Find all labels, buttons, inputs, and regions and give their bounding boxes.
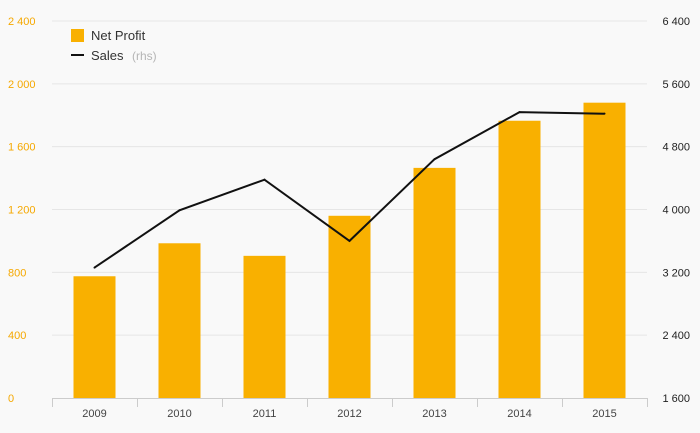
x-tick-label: 2015 [592, 408, 616, 420]
point-sales-2010 [178, 209, 181, 212]
y-left-tick-label: 1 600 [8, 142, 36, 154]
left-y-axis: 0 400 800 1 200 1 600 2 000 2 400 [8, 16, 36, 405]
legend: Net Profit Sales (rhs) [71, 28, 157, 64]
y-right-tick-label: 4 800 [662, 142, 690, 154]
legend-label-sales-name: Sales [91, 48, 124, 63]
y-left-tick-label: 1 200 [8, 205, 36, 217]
y-right-tick-label: 4 000 [662, 205, 690, 217]
x-tick-label: 2010 [167, 408, 191, 420]
point-sales-2011 [263, 178, 266, 181]
y-right-tick-label: 5 600 [662, 79, 690, 91]
x-tick-label: 2013 [422, 408, 446, 420]
x-tick-label: 2012 [337, 408, 361, 420]
point-sales-2014 [518, 111, 521, 114]
y-left-tick-label: 0 [8, 393, 14, 405]
x-tick-label: 2009 [82, 408, 106, 420]
y-left-tick-label: 2 400 [8, 16, 36, 28]
y-right-tick-label: 1 600 [662, 393, 690, 405]
bar-net-profit-2010 [158, 243, 201, 398]
point-sales-2009 [93, 266, 96, 269]
y-left-tick-label: 400 [8, 330, 26, 342]
y-right-tick-label: 6 400 [662, 16, 690, 28]
sales-line [93, 111, 606, 269]
point-sales-2012 [348, 239, 351, 242]
y-right-tick-label: 2 400 [662, 330, 690, 342]
legend-label-sales: Sales (rhs) [91, 47, 157, 64]
y-right-tick-label: 3 200 [662, 267, 690, 279]
bar-net-profit-2015 [583, 102, 626, 398]
legend-swatch-net-profit [71, 29, 84, 42]
bar-net-profit-2013 [413, 167, 456, 398]
right-y-axis: 1 600 2 400 3 200 4 000 4 800 5 600 6 400 [662, 16, 690, 405]
point-sales-2015 [603, 112, 606, 115]
legend-label-sales-note: (rhs) [132, 49, 157, 63]
y-left-tick-label: 800 [8, 267, 26, 279]
point-sales-2013 [433, 158, 436, 161]
y-left-tick-label: 2 000 [8, 79, 36, 91]
x-tick-label: 2014 [507, 408, 531, 420]
bar-net-profit-2009 [73, 276, 116, 398]
bar-net-profit-2012 [328, 215, 371, 398]
x-tick-label: 2011 [253, 408, 277, 420]
legend-label-net-profit: Net Profit [91, 28, 146, 43]
x-axis: 2009 2010 2011 2012 2013 2014 2015 [52, 398, 648, 420]
bar-net-profit-2011 [243, 255, 286, 398]
bar-net-profit-2014 [498, 120, 541, 398]
net-profit-bars [73, 102, 626, 398]
